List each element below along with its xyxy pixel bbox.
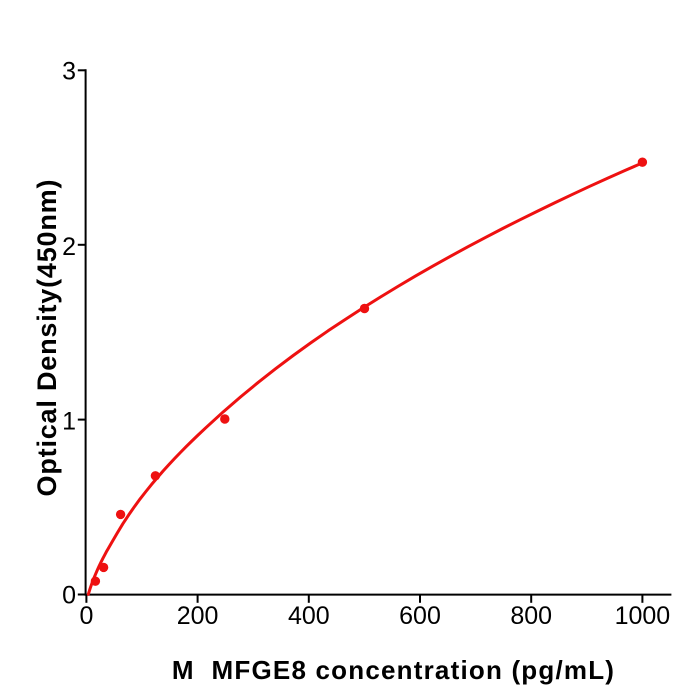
- svg-text:800: 800: [510, 602, 552, 630]
- svg-text:400: 400: [288, 602, 330, 630]
- svg-text:1: 1: [62, 408, 76, 436]
- svg-text:3: 3: [62, 57, 76, 85]
- svg-text:200: 200: [177, 602, 219, 630]
- svg-text:2: 2: [62, 233, 76, 261]
- svg-text:600: 600: [399, 602, 441, 630]
- svg-text:0: 0: [62, 582, 76, 610]
- svg-text:M MFGE8 concentration (pg/mL): M MFGE8 concentration (pg/mL): [172, 655, 615, 685]
- svg-text:0: 0: [79, 602, 93, 630]
- svg-text:Optical Density(450nm): Optical Density(450nm): [32, 179, 62, 497]
- svg-text:1000: 1000: [615, 602, 671, 630]
